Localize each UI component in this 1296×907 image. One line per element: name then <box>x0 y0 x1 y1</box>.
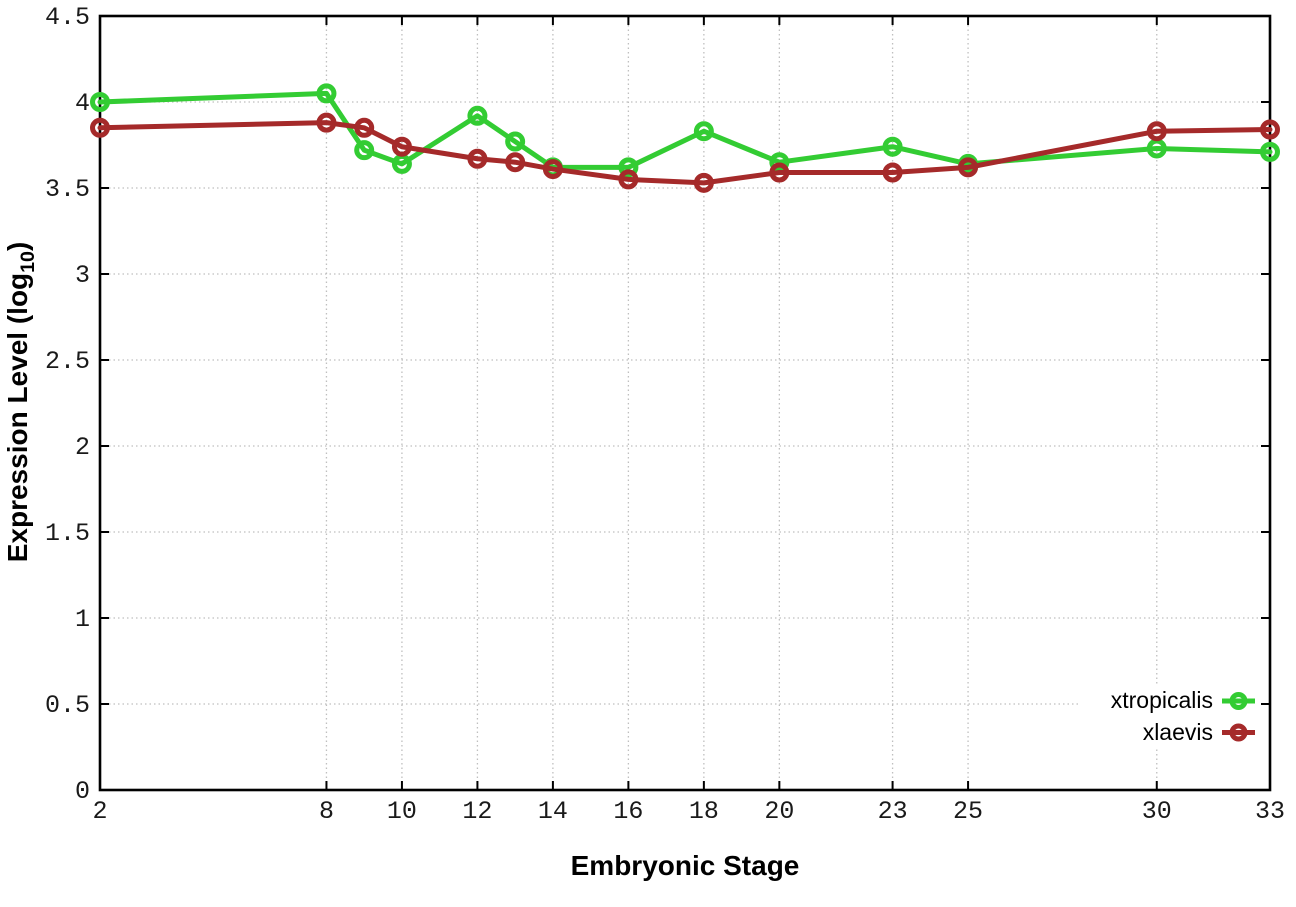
x-tick-label: 2 <box>92 797 107 826</box>
y-tick-label: 4 <box>75 89 90 118</box>
y-tick-label: 2.5 <box>45 347 90 376</box>
data-point-xlaevis <box>693 172 714 193</box>
y-tick-label: 1 <box>75 605 90 634</box>
data-point-xtropicalis <box>90 92 110 112</box>
data-point-xlaevis <box>391 136 412 157</box>
data-point-xlaevis <box>90 117 110 138</box>
plot-border <box>98 14 1272 792</box>
x-axis-title: Embryonic Stage <box>570 850 800 881</box>
x-tick-label: 10 <box>387 797 417 826</box>
data-point-xlaevis <box>505 152 526 173</box>
data-point-xlaevis <box>467 148 488 169</box>
y-tick-label: 2 <box>75 433 90 462</box>
data-point-xtropicalis <box>769 152 790 173</box>
y-axis-title-main: Expression Level (log <box>2 272 34 563</box>
data-point-xlaevis <box>882 162 903 183</box>
x-tick-label: 23 <box>878 797 908 826</box>
y-axis-title: Expression Level (log10) <box>2 242 40 563</box>
data-point-xtropicalis <box>1260 141 1280 162</box>
x-tick-label: 16 <box>613 797 643 826</box>
data-point-xlaevis <box>1146 121 1167 142</box>
x-tick-label: 20 <box>764 797 794 826</box>
data-point-xlaevis <box>1260 119 1280 140</box>
y-tick-label: 0.5 <box>45 691 90 720</box>
data-point-xtropicalis <box>882 136 903 157</box>
data-point-xtropicalis <box>618 157 639 178</box>
x-tick-label: 14 <box>538 797 568 826</box>
data-point-xlaevis <box>769 162 790 183</box>
data-point-xlaevis <box>316 112 337 133</box>
x-tick-label: 25 <box>953 797 983 826</box>
y-tick-label: 0 <box>75 777 90 806</box>
legend-label-xlaevis: xlaevis <box>1142 719 1213 745</box>
data-point-xlaevis <box>618 169 639 190</box>
legend-marker-xlaevis <box>1229 723 1248 742</box>
y-tick-label: 4.5 <box>45 3 90 32</box>
data-point-xlaevis <box>958 157 979 178</box>
series-line-xtropicalis <box>97 90 1273 170</box>
legend-marker-xtropicalis <box>1229 692 1248 710</box>
data-point-xtropicalis <box>693 121 714 142</box>
legend-background <box>1078 684 1261 748</box>
x-tick-label: 18 <box>689 797 719 826</box>
y-axis-title-subscript: 10 <box>16 251 39 273</box>
data-point-xlaevis <box>354 117 375 138</box>
data-point-xtropicalis <box>316 83 337 104</box>
x-tick-label: 33 <box>1255 797 1285 826</box>
y-tick-label: 3.5 <box>45 175 90 204</box>
y-tick-label: 3 <box>75 261 90 290</box>
x-tick-label: 8 <box>319 797 334 826</box>
x-tick-label: 30 <box>1142 797 1172 826</box>
legend-label-xtropicalis: xtropicalis <box>1110 687 1213 713</box>
data-point-xtropicalis <box>467 105 488 126</box>
data-point-xtropicalis <box>505 131 526 152</box>
data-point-xtropicalis <box>354 140 375 161</box>
y-tick-label: 1.5 <box>45 519 90 548</box>
data-point-xlaevis <box>542 159 563 180</box>
y-axis-title-close: ) <box>2 241 34 252</box>
x-tick-label: 12 <box>462 797 492 826</box>
